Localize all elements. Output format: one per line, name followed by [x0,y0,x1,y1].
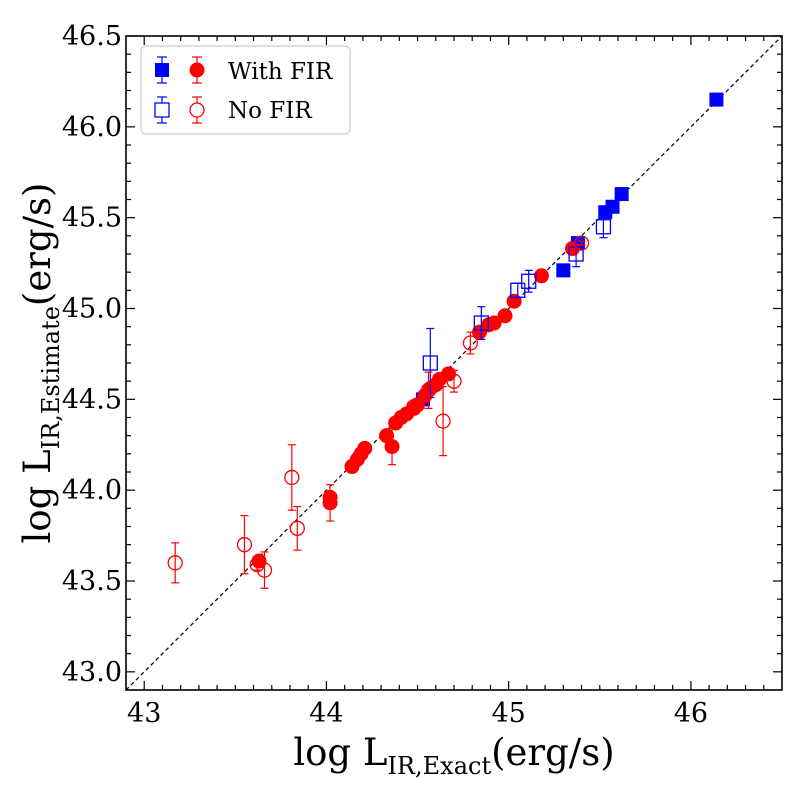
y-tick-label: 43.0 [62,657,122,688]
data-point [384,427,400,466]
legend-label-no-fir: No FIR [228,98,312,124]
open-circle-marker [236,537,253,553]
filled-square-marker [598,205,613,220]
x-tick-label: 44 [309,698,343,729]
filled-square-marker [709,92,724,107]
legend-item-with-fir: With FIR [155,56,333,85]
open-circle-marker [462,335,479,351]
legend-square-filled-icon [155,63,169,77]
open-circle-marker [446,373,462,389]
y-tick-label: 45.0 [62,294,122,325]
data-point [388,415,404,431]
data-point [344,459,360,475]
filled-circle-marker [472,324,488,340]
filled-circle-marker [388,415,404,431]
filled-square-marker [556,263,571,278]
y-tick-label: 45.5 [62,203,122,234]
data-point [573,235,590,251]
y-tick-label: 43.5 [62,566,122,597]
data-point [506,293,522,309]
data-point [406,398,422,415]
filled-circle-marker [384,439,400,455]
open-circle-marker [256,562,273,578]
data-point [497,308,513,324]
x-axis-label: log LIR,Exact(erg/s) [293,731,614,780]
legend-item-no-fir: No FIR [154,96,312,124]
data-point [556,263,571,278]
legend-circle-filled-icon [189,62,205,78]
data-point [709,92,724,107]
filled-circle-marker [497,308,513,324]
filled-circle-marker [533,268,549,284]
legend: With FIR No FIR [140,45,351,135]
open-square-marker [595,219,612,235]
data-point [598,205,613,220]
x-tick-label: 43 [127,698,161,729]
data-point [236,514,253,575]
data-point [420,371,437,410]
data-point [595,215,612,239]
open-circle-marker [420,382,437,398]
legend-label-with-fir: With FIR [228,59,333,85]
open-circle-marker [284,469,300,486]
data-point [422,327,438,399]
data-point [521,269,537,293]
y-tick-label: 46.0 [62,112,122,143]
one-to-one-line [126,36,782,690]
data-point [510,282,526,299]
open-circle-marker [406,398,422,415]
y-tick-label: 44.5 [62,384,122,415]
data-point [256,551,273,589]
data-point [284,444,300,511]
open-square-marker [422,355,438,371]
open-square-marker [521,273,537,289]
open-circle-marker [167,555,183,571]
y-tick-label: 44.0 [62,475,122,506]
data-point [473,306,489,340]
y-tick-label: 46.5 [62,21,122,52]
x-tick-label: 45 [491,698,525,729]
data-point [446,369,462,393]
x-tick-label: 46 [674,698,708,729]
data-point [533,268,549,284]
data-point [614,187,629,202]
y-axis-label: log LIR,Estimate(erg/s) [16,183,65,544]
filled-circle-marker [506,293,522,309]
data-point [322,484,338,522]
legend-circle-open-icon [189,102,205,118]
filled-circle-marker [344,459,360,475]
data-point [289,505,305,551]
open-circle-marker [289,520,305,536]
filled-circle-marker [322,495,338,511]
open-circle-marker [435,413,451,429]
data-point [167,542,183,584]
open-square-marker [473,315,489,331]
open-circle-marker [573,235,590,251]
data-point [462,331,479,355]
open-square-marker [510,282,526,298]
filled-square-marker [614,187,629,202]
legend-square-open-icon [154,102,170,118]
data-point [435,386,451,457]
